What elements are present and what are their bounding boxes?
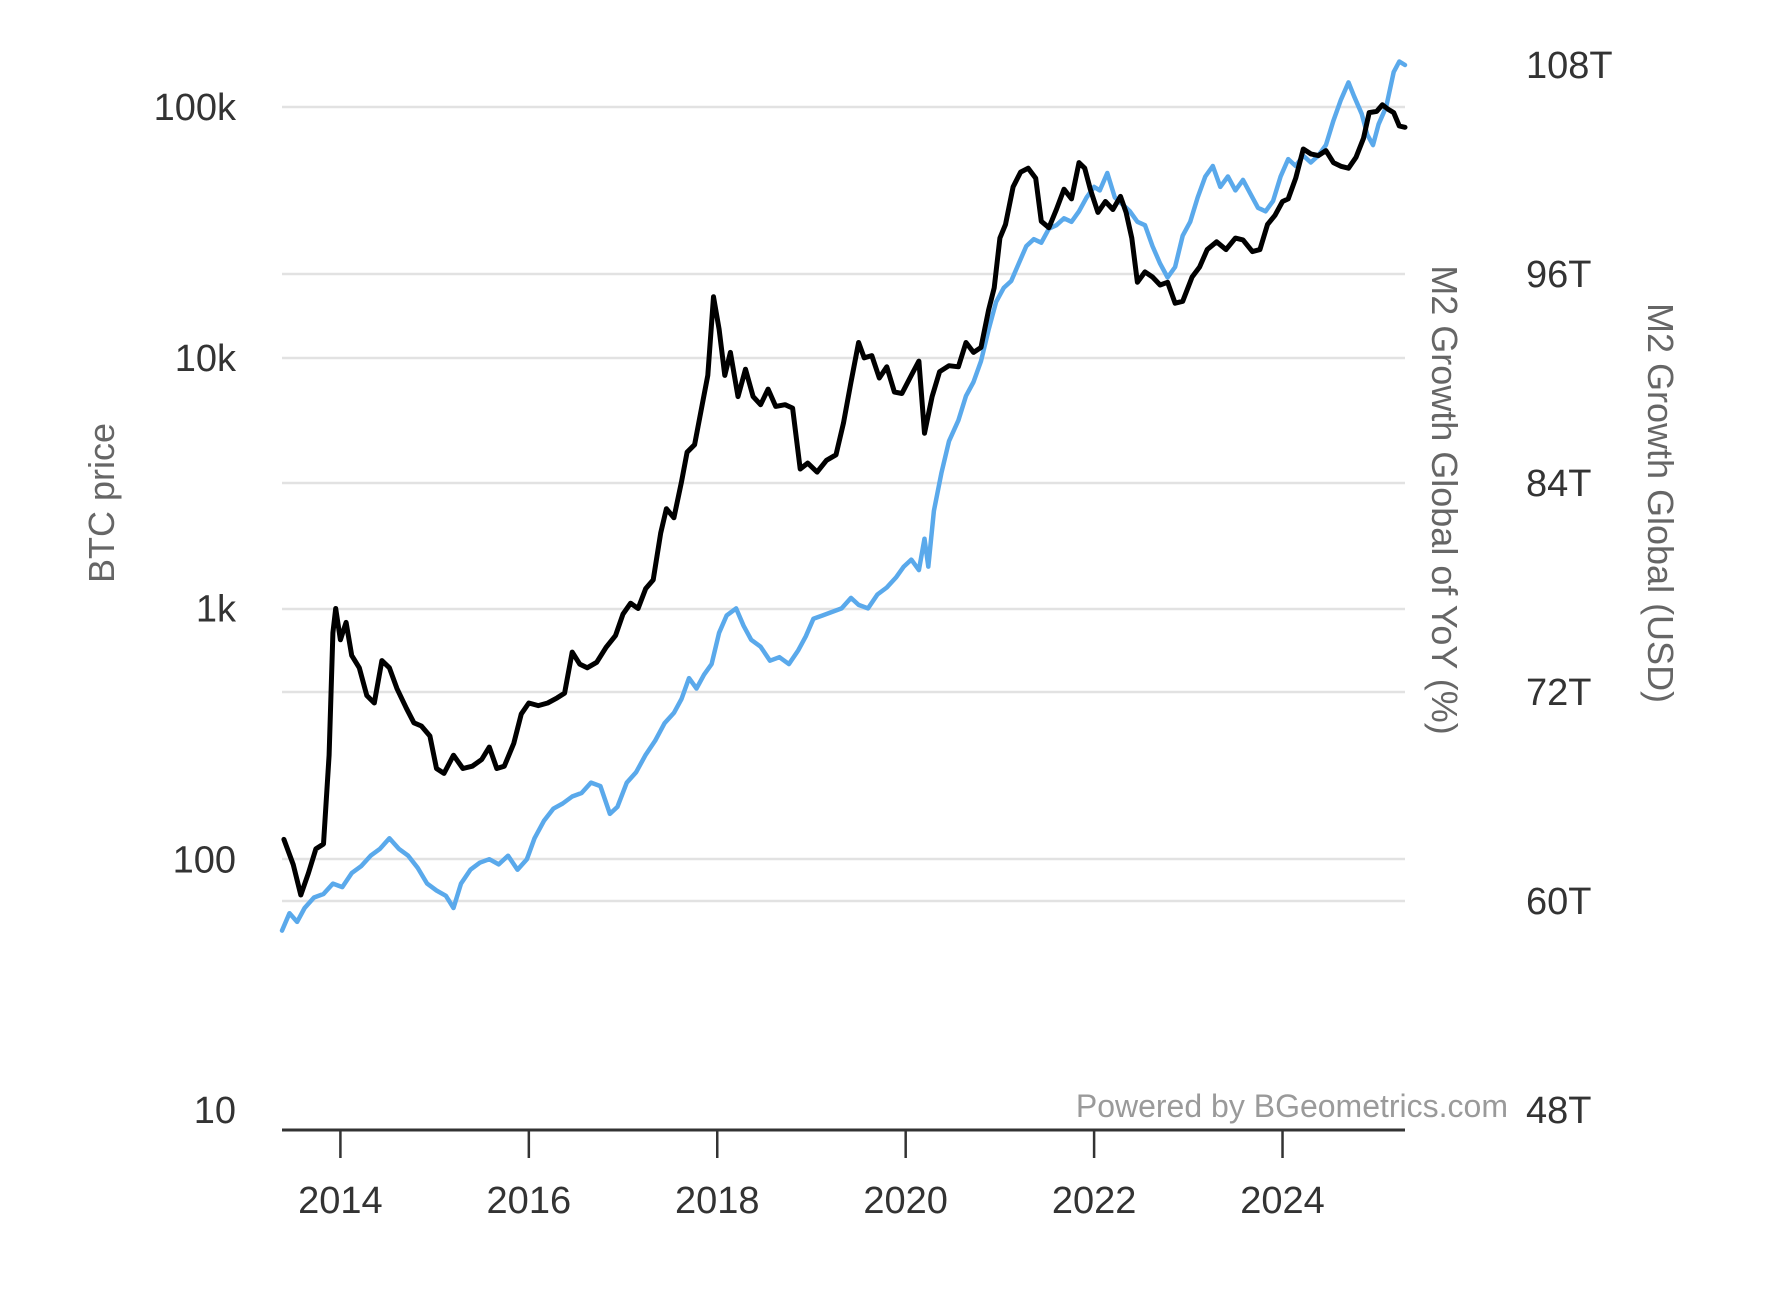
left-axis-tick-label: 1k [196,589,237,631]
right-axis-tick-label: 60T [1526,881,1591,923]
x-axis-tick-label: 2020 [863,1180,948,1222]
left-axis-ticks: 10 100 1k 10k 100k [154,87,237,1132]
x-axis-tick-label: 2014 [298,1180,383,1222]
credit-watermark: Powered by BGeometrics.com [1076,1088,1508,1124]
right-axis-tick-label: 72T [1526,672,1591,714]
x-axis-tick-label: 2016 [487,1180,572,1222]
right-axis-title: M2 Growth Global (USD) [1640,303,1681,703]
x-axis-tick-label: 2022 [1052,1180,1137,1222]
right-axis-tick-label: 84T [1526,463,1591,505]
right-axis-tick-label: 108T [1526,45,1613,87]
left-axis-tick-label: 10 [194,1090,236,1132]
x-axis-ticks: 2014 2016 2018 2020 2022 2024 [298,1130,1325,1222]
series-layer [279,59,1408,933]
gridlines [282,105,1405,903]
left-axis-tick-label: 100 [173,839,236,881]
right-axis-tick-label: 48T [1526,1090,1591,1132]
x-axis-tick-label: 2018 [675,1180,760,1222]
left-axis-title: BTC price [81,423,122,583]
series-line-btc-price [281,102,1408,898]
right-axis-tick-label: 96T [1526,254,1591,296]
inner-right-axis-title: M2 Growth Global of YoY (%) [1424,265,1465,735]
right-axis-ticks: 48T 60T 72T 84T 96T 108T [1526,45,1613,1132]
series-line-m2-global [279,59,1408,933]
x-axis-tick-label: 2024 [1240,1180,1325,1222]
left-axis-tick-label: 100k [154,87,237,129]
left-axis-tick-label: 10k [175,338,237,380]
